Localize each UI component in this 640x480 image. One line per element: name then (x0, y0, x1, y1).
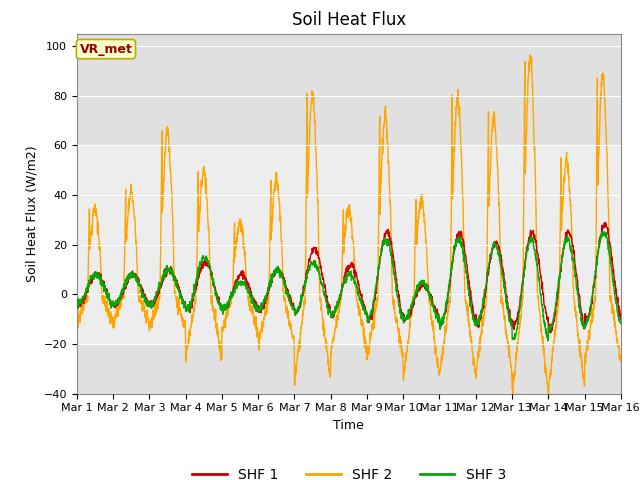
Bar (77, 145, 621, 344)
X-axis label: Time: Time (333, 419, 364, 432)
Text: VR_met: VR_met (79, 43, 132, 56)
Y-axis label: Soil Heat Flux (W/m2): Soil Heat Flux (W/m2) (25, 145, 38, 282)
Legend: SHF 1, SHF 2, SHF 3: SHF 1, SHF 2, SHF 3 (186, 462, 511, 480)
Title: Soil Heat Flux: Soil Heat Flux (292, 11, 406, 29)
